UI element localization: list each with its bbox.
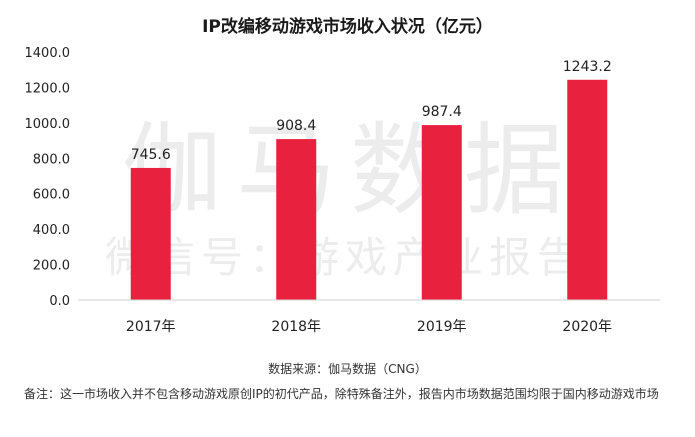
x-tick-label-3: 2019年 xyxy=(417,319,467,335)
watermark-main: 伽马数据 xyxy=(122,112,578,229)
x-axis-labels: 2017年 2018年 2019年 2020年 xyxy=(126,319,612,335)
x-tick-label-4: 2020年 xyxy=(562,319,612,335)
bar-1 xyxy=(130,167,171,300)
y-tick-label: 800.0 xyxy=(33,152,70,167)
bar-4 xyxy=(567,79,608,300)
data-label-3: 987.4 xyxy=(422,104,462,120)
note-text: 备注：这一市场收入并不包含移动游戏原创IP的初代产品，除特殊备注外，报告内市场数… xyxy=(24,387,659,401)
chart-title: IP改编移动游戏市场收入状况（亿元） xyxy=(202,17,493,37)
bar-3 xyxy=(421,125,462,300)
y-tick-label: 1400.0 xyxy=(25,46,71,61)
data-label-2: 908.4 xyxy=(276,118,316,134)
bar-2 xyxy=(276,139,317,300)
y-tick-label: 0.0 xyxy=(49,294,70,309)
watermark-sub: 微信号：游戏产业报告 xyxy=(105,233,585,282)
x-tick-label-1: 2017年 xyxy=(126,319,176,335)
y-tick-label: 400.0 xyxy=(33,223,70,238)
source-text: 数据来源：伽马数据（CNG） xyxy=(268,362,427,376)
bars: 745.6 908.4 987.4 1243.2 xyxy=(131,59,612,300)
y-tick-label: 600.0 xyxy=(33,188,70,203)
y-tick-label: 1000.0 xyxy=(25,117,71,132)
y-tick-label: 200.0 xyxy=(33,259,70,274)
x-tick-label-2: 2018年 xyxy=(271,319,321,335)
data-label-1: 745.6 xyxy=(131,147,171,163)
watermark: 伽马数据 微信号：游戏产业报告 xyxy=(105,112,585,282)
y-axis: 0.0 200.0 400.0 600.0 800.0 1000.0 1200.0 1400.… xyxy=(25,46,71,309)
y-tick-label: 1200.0 xyxy=(25,81,71,96)
data-label-4: 1243.2 xyxy=(563,59,612,75)
